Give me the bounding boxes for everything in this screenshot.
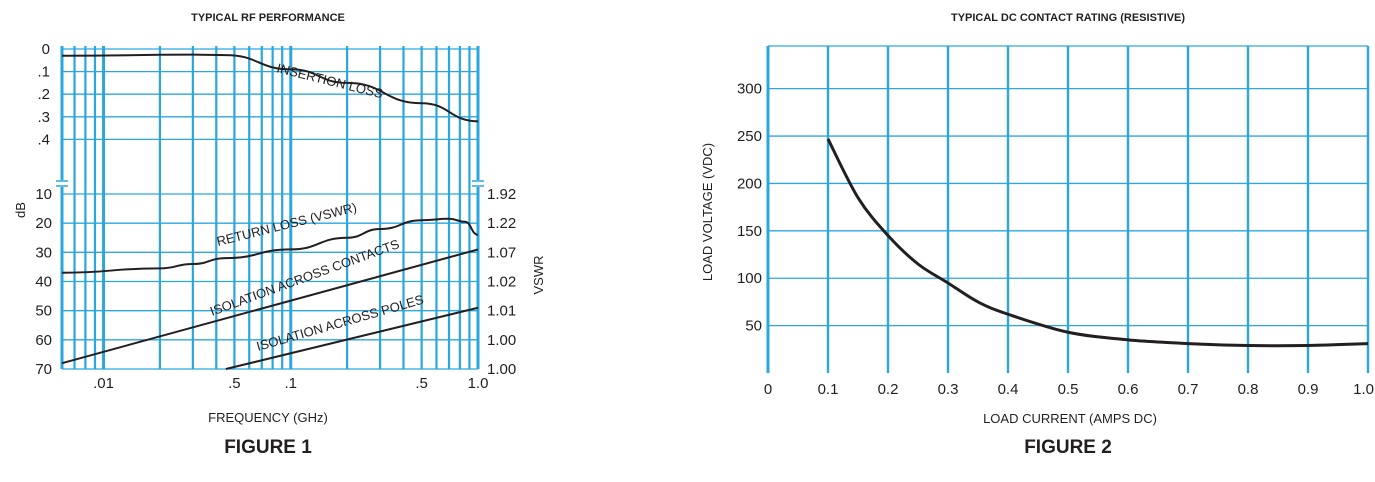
fig1-upper-y-tick-label: .3 bbox=[37, 109, 50, 126]
fig1-tick-labels: 0 .1 .2 .3 .4 10 20 30 40 50 60 70 1.92 1.22 1.07 1.02 1… bbox=[35, 41, 516, 392]
fig1-x-tick-label: .5 bbox=[415, 375, 428, 392]
label-isolation-poles: ISOLATION ACROSS POLES bbox=[255, 292, 426, 354]
figure-1: TYPICAL RF PERFORMANCE 0 .1 .2 .3 .4 10 20 30 40… bbox=[13, 12, 546, 458]
fig1-curves bbox=[61, 53, 479, 370]
label-return-loss: RETURN LOSS (VSWR) bbox=[215, 200, 358, 249]
fig1-x-tick-label: .5 bbox=[228, 375, 241, 392]
fig2-x-tick-label: 0.2 bbox=[878, 381, 899, 398]
fig2-y-tick-label: 50 bbox=[745, 318, 762, 335]
fig2-curve-rating bbox=[826, 138, 1369, 348]
fig2-y-tick-label: 300 bbox=[737, 81, 762, 98]
fig1-axis-break-gap bbox=[471, 180, 485, 187]
fig1-curve-isolation-across-contacts bbox=[61, 248, 479, 365]
fig2-x-tick-label: 0.4 bbox=[998, 381, 1019, 398]
fig1-y2-tick-label: 1.22 bbox=[487, 215, 516, 232]
fig1-figure-label: FIGURE 1 bbox=[224, 437, 312, 458]
fig2-xlabel: LOAD CURRENT (AMPS DC) bbox=[983, 411, 1157, 426]
fig1-y2-tick-label: 1.00 bbox=[487, 361, 516, 378]
fig1-upper-y-tick-label: .1 bbox=[37, 64, 50, 81]
fig2-y-tick-label: 150 bbox=[737, 223, 762, 240]
fig2-title: TYPICAL DC CONTACT RATING (RESISTIVE) bbox=[951, 12, 1185, 24]
fig2-x-tick-label: 0.6 bbox=[1118, 381, 1139, 398]
fig2-x-tick-label: 0.7 bbox=[1178, 381, 1199, 398]
fig1-lower-y-tick-label: 20 bbox=[35, 215, 52, 232]
fig1-y2-tick-label: 1.07 bbox=[487, 244, 516, 261]
fig2-x-tick-label: 0.1 bbox=[818, 381, 839, 398]
fig1-upper-y-tick-label: .2 bbox=[37, 86, 50, 103]
fig1-lower-y-tick-label: 60 bbox=[35, 332, 52, 349]
fig2-x-tick-label: 0.5 bbox=[1058, 381, 1079, 398]
fig1-upper-y-tick-label: .4 bbox=[37, 131, 50, 148]
fig1-axis-break-gap bbox=[55, 180, 69, 187]
fig2-y-tick-label: 100 bbox=[737, 270, 762, 287]
fig2-x-tick-label: 0.9 bbox=[1298, 381, 1319, 398]
fig2-y-tick-label: 250 bbox=[737, 128, 762, 145]
fig2-figure-label: FIGURE 2 bbox=[1024, 437, 1112, 458]
fig1-upper-y-tick-label: 0 bbox=[42, 41, 50, 58]
fig1-x-tick-label: 1.0 bbox=[468, 375, 489, 392]
fig1-y2-tick-label: 1.92 bbox=[487, 186, 516, 203]
fig1-title: TYPICAL RF PERFORMANCE bbox=[191, 12, 345, 24]
fig2-ylabel: LOAD VOLTAGE (VDC) bbox=[700, 143, 715, 281]
fig1-x-tick-label: .1 bbox=[285, 375, 298, 392]
fig1-xlabel: FREQUENCY (GHz) bbox=[208, 410, 328, 425]
fig2-x-tick-label: 0.8 bbox=[1238, 381, 1259, 398]
fig1-y2label: VSWR bbox=[531, 256, 546, 295]
fig1-curve-insertion-loss bbox=[61, 53, 479, 123]
fig2-tick-labels: 50 100 150 200 250 300 0 0.1 0.2 0.3 0.4 0.5 0.6 0.7 0… bbox=[737, 81, 1374, 398]
fig1-y2-tick-label: 1.00 bbox=[487, 332, 516, 349]
fig2-grid bbox=[766, 45, 1370, 373]
fig1-ylabel: dB bbox=[13, 202, 28, 218]
fig1-lower-y-tick-label: 40 bbox=[35, 274, 52, 291]
fig2-x-tick-label: 0.3 bbox=[938, 381, 959, 398]
fig1-x-tick-label: .01 bbox=[93, 375, 114, 392]
fig1-y2-tick-label: 1.02 bbox=[487, 274, 516, 291]
fig1-lower-y-tick-label: 50 bbox=[35, 303, 52, 320]
fig1-lower-y-tick-label: 30 bbox=[35, 244, 52, 261]
figure-2: TYPICAL DC CONTACT RATING (RESISTIVE) 50… bbox=[700, 12, 1374, 458]
fig2-x-tick-label: 0 bbox=[764, 381, 772, 398]
fig1-curve-return-loss-vswr bbox=[61, 217, 479, 274]
fig1-curve-isolation-across-poles bbox=[225, 306, 479, 370]
fig1-y2-tick-label: 1.01 bbox=[487, 303, 516, 320]
fig1-grid bbox=[55, 46, 485, 370]
fig1-lower-y-tick-label: 70 bbox=[35, 361, 52, 378]
fig2-y-tick-label: 200 bbox=[737, 175, 762, 192]
fig1-lower-y-tick-label: 10 bbox=[35, 186, 52, 203]
fig2-x-tick-label: 1.0 bbox=[1353, 381, 1374, 398]
fig2-curves bbox=[826, 138, 1369, 348]
